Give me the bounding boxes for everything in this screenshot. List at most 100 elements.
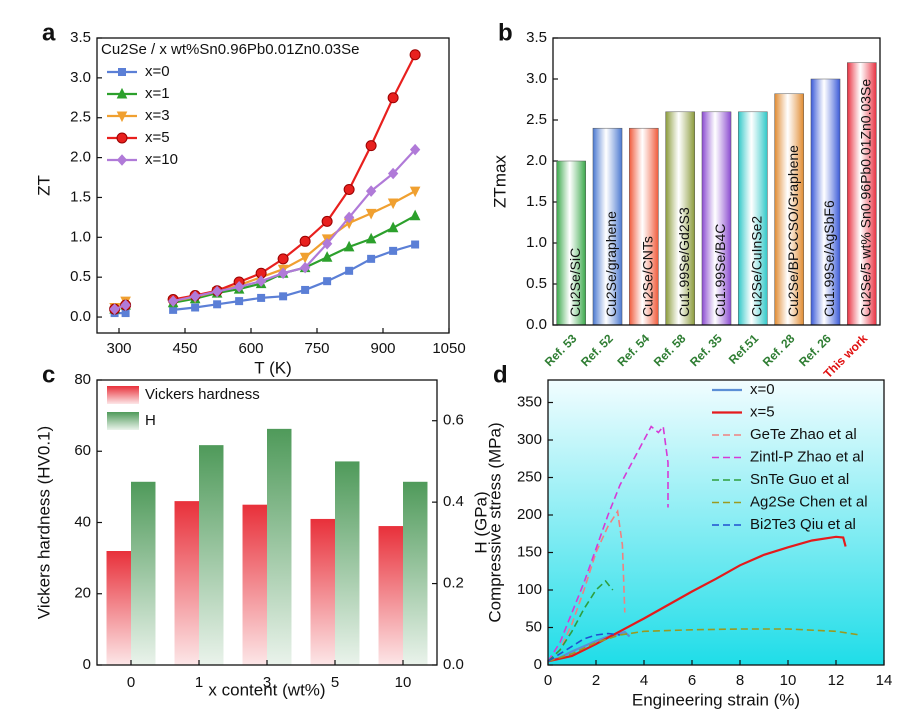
x-tick-label: 2 bbox=[592, 672, 600, 689]
x-tick-label: Ref. 35 bbox=[687, 331, 725, 369]
y-tick-label: 150 bbox=[517, 543, 542, 560]
marker bbox=[257, 293, 266, 302]
y-tick-label: 0 bbox=[534, 656, 542, 673]
x-tick-label: 5 bbox=[331, 674, 339, 691]
legend-swatch bbox=[107, 386, 139, 404]
legend-label: x=3 bbox=[145, 107, 170, 124]
marker bbox=[343, 183, 355, 195]
x-axis-title: Engineering strain (%) bbox=[632, 690, 800, 709]
marker bbox=[411, 240, 420, 249]
panel-label: c bbox=[42, 361, 55, 388]
x-tick-label: 3 bbox=[263, 674, 271, 691]
marker bbox=[255, 275, 267, 287]
marker bbox=[321, 215, 333, 227]
x-tick-label: Ref. 58 bbox=[651, 331, 689, 369]
marker bbox=[343, 211, 355, 224]
y-axis-title: ZT bbox=[34, 175, 53, 196]
y-tick-label: 0.0 bbox=[70, 308, 91, 325]
marker bbox=[116, 132, 128, 144]
marker bbox=[321, 251, 333, 262]
legend-label: SnTe Guo et al bbox=[750, 471, 849, 488]
plot-background bbox=[548, 380, 884, 665]
legend-label: Ag2Se Chen et al bbox=[750, 493, 868, 510]
y-axis-title: Vickers hardness (HV0.1) bbox=[34, 426, 53, 619]
bar-label: Cu2Se/graphene bbox=[603, 211, 619, 317]
y-tick-label: 3.5 bbox=[526, 29, 547, 46]
x-tick-label: Ref.51 bbox=[726, 331, 762, 367]
marker bbox=[387, 167, 399, 180]
panel-label: a bbox=[42, 19, 56, 46]
bar bbox=[665, 111, 695, 326]
x-tick-label: 10 bbox=[395, 674, 412, 691]
y-axis-title: ZTmax bbox=[490, 155, 509, 208]
bar bbox=[242, 504, 267, 665]
marker bbox=[409, 186, 421, 198]
legend-label: Zintl-P Zhao et al bbox=[750, 448, 864, 465]
bar-label: Cu2Se/CuInSe2 bbox=[749, 216, 765, 317]
legend-label: H bbox=[145, 412, 156, 429]
x-tick-label: Ref. 28 bbox=[760, 331, 798, 369]
marker bbox=[109, 303, 120, 315]
bar-label: Cu1.99Se/Gd2S3 bbox=[676, 207, 692, 317]
marker bbox=[189, 290, 201, 303]
bar bbox=[131, 481, 156, 665]
bar bbox=[335, 461, 360, 665]
x-tick-label: 4 bbox=[640, 672, 648, 689]
y-tick-label: 40 bbox=[74, 513, 91, 530]
marker bbox=[191, 303, 200, 312]
bar bbox=[378, 526, 403, 665]
panel-label: b bbox=[498, 19, 513, 46]
y2-tick-label: 0.0 bbox=[443, 656, 464, 673]
marker bbox=[299, 252, 311, 264]
y-tick-label: 1.0 bbox=[70, 228, 91, 245]
x-tick-label: 900 bbox=[370, 340, 395, 357]
y-tick-label: 0.5 bbox=[70, 268, 91, 285]
x-tick-label: 1 bbox=[195, 674, 203, 691]
y-tick-label: 3.0 bbox=[526, 70, 547, 87]
y-tick-label: 2.5 bbox=[526, 111, 547, 128]
legend-title: Cu2Se / x wt%Sn0.96Pb0.01Zn0.03Se bbox=[101, 41, 360, 58]
marker bbox=[116, 87, 128, 99]
marker bbox=[345, 266, 354, 275]
x-tick-label: 450 bbox=[172, 340, 197, 357]
y-tick-label: 50 bbox=[525, 618, 542, 635]
y-tick-label: 200 bbox=[517, 506, 542, 523]
bar-label: Cu1.99Se/B4C bbox=[712, 224, 728, 317]
x-tick-label: 8 bbox=[736, 672, 744, 689]
y-tick-label: 2.5 bbox=[70, 109, 91, 126]
y-axis-title: Compressive stress (MPa) bbox=[485, 422, 504, 622]
y-tick-label: 2.0 bbox=[526, 152, 547, 169]
marker bbox=[233, 281, 245, 293]
y2-tick-label: 0.4 bbox=[443, 493, 464, 510]
y-tick-label: 3.0 bbox=[70, 69, 91, 86]
x-tick-label: 0 bbox=[127, 674, 135, 691]
y-tick-label: 0 bbox=[83, 656, 91, 673]
legend-label: x=5 bbox=[145, 129, 170, 146]
marker bbox=[116, 111, 128, 123]
x-tick-label: 300 bbox=[106, 340, 131, 357]
bar bbox=[403, 481, 428, 665]
x-tick-label: 0 bbox=[544, 672, 552, 689]
marker bbox=[387, 92, 399, 104]
y2-tick-label: 0.2 bbox=[443, 575, 464, 592]
x-tick-label: 750 bbox=[304, 340, 329, 357]
y-tick-label: 1.5 bbox=[70, 188, 91, 205]
y-tick-label: 80 bbox=[74, 371, 91, 388]
y2-axis-title: H (GPa) bbox=[471, 491, 490, 553]
marker bbox=[387, 221, 399, 233]
y2-tick-label: 0.6 bbox=[443, 412, 464, 429]
marker bbox=[365, 185, 377, 197]
legend-label: Bi2Te3 Qiu et al bbox=[750, 516, 856, 533]
x-tick-label: 10 bbox=[780, 672, 797, 689]
marker bbox=[389, 246, 398, 255]
plot-frame bbox=[547, 379, 885, 666]
y-tick-label: 1.5 bbox=[526, 193, 547, 210]
marker bbox=[409, 49, 421, 61]
x-tick-label: Ref. 52 bbox=[578, 331, 616, 369]
y-tick-label: 100 bbox=[517, 581, 542, 598]
legend-label: Vickers hardness bbox=[145, 386, 260, 403]
series-line bbox=[114, 190, 416, 309]
legend-label: GeTe Zhao et al bbox=[750, 426, 857, 443]
marker bbox=[365, 232, 377, 244]
marker bbox=[299, 261, 311, 274]
